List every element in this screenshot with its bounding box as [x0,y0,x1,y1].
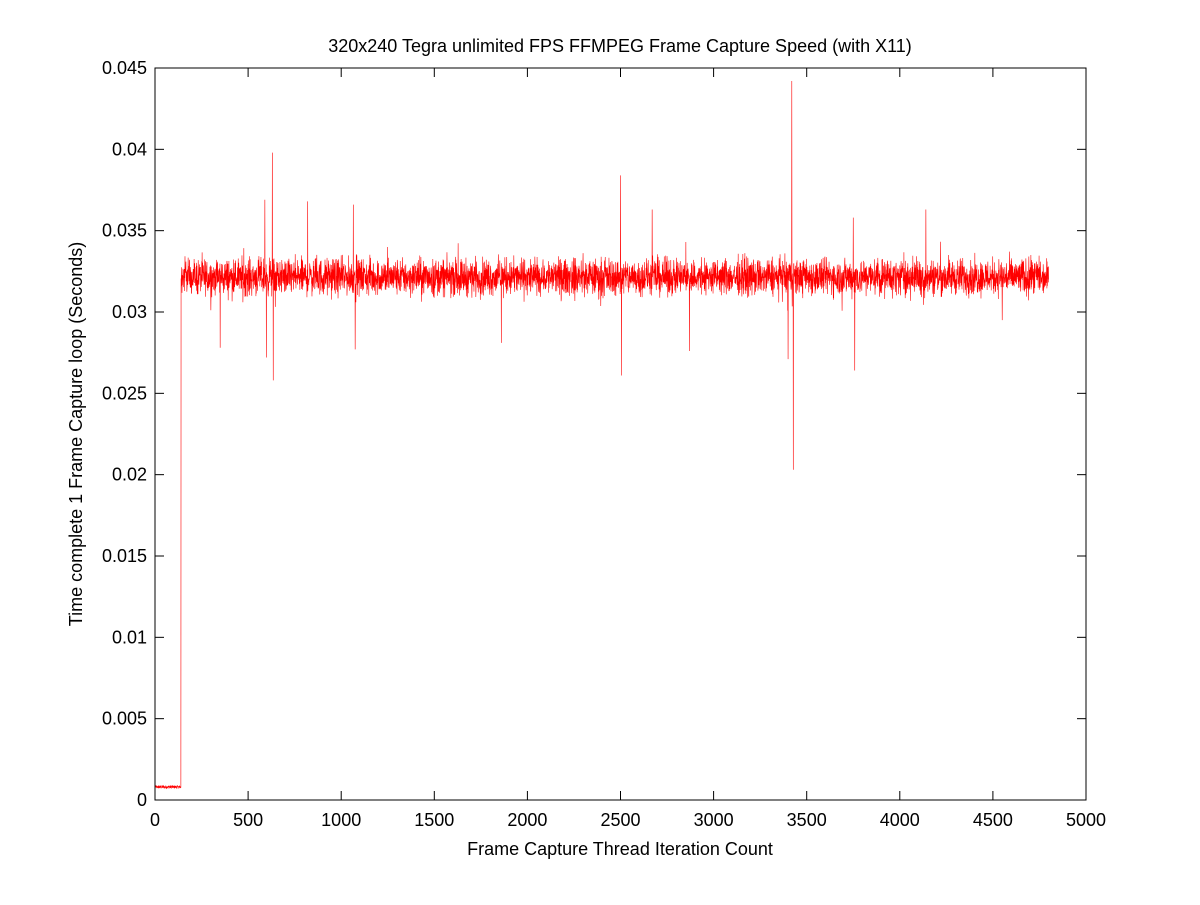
y-tick-label: 0 [137,790,147,810]
x-tick-label: 4000 [880,810,920,830]
x-tick-label: 500 [233,810,263,830]
x-tick-label: 3500 [787,810,827,830]
y-tick-label: 0.045 [102,58,147,78]
x-tick-label: 1500 [414,810,454,830]
x-tick-label: 2500 [600,810,640,830]
y-tick-label: 0.005 [102,709,147,729]
series-line [154,81,1050,790]
y-tick-label: 0.025 [102,383,147,403]
y-axis-label: Time complete 1 Frame Capture loop (Seco… [66,242,86,627]
y-tick-label: 0.01 [112,627,147,647]
series-layer [154,81,1050,790]
x-tick-label: 1000 [321,810,361,830]
ticks-layer: 0 500 1000 1500 2000 2500 3000 3500 4000 4500 5000… [102,58,1106,830]
y-tick-label: 0.04 [112,139,147,159]
x-tick-label: 4500 [973,810,1013,830]
x-tick-label: 3000 [694,810,734,830]
x-tick-label: 5000 [1066,810,1106,830]
y-tick-label: 0.03 [112,302,147,322]
y-tick-label: 0.015 [102,546,147,566]
y-tick-label: 0.02 [112,465,147,485]
x-tick-label: 2000 [507,810,547,830]
x-axis-label: Frame Capture Thread Iteration Count [467,839,773,859]
y-tick-label: 0.035 [102,221,147,241]
x-tick-label: 0 [150,810,160,830]
chart-title: 320x240 Tegra unlimited FPS FFMPEG Frame… [328,36,912,56]
